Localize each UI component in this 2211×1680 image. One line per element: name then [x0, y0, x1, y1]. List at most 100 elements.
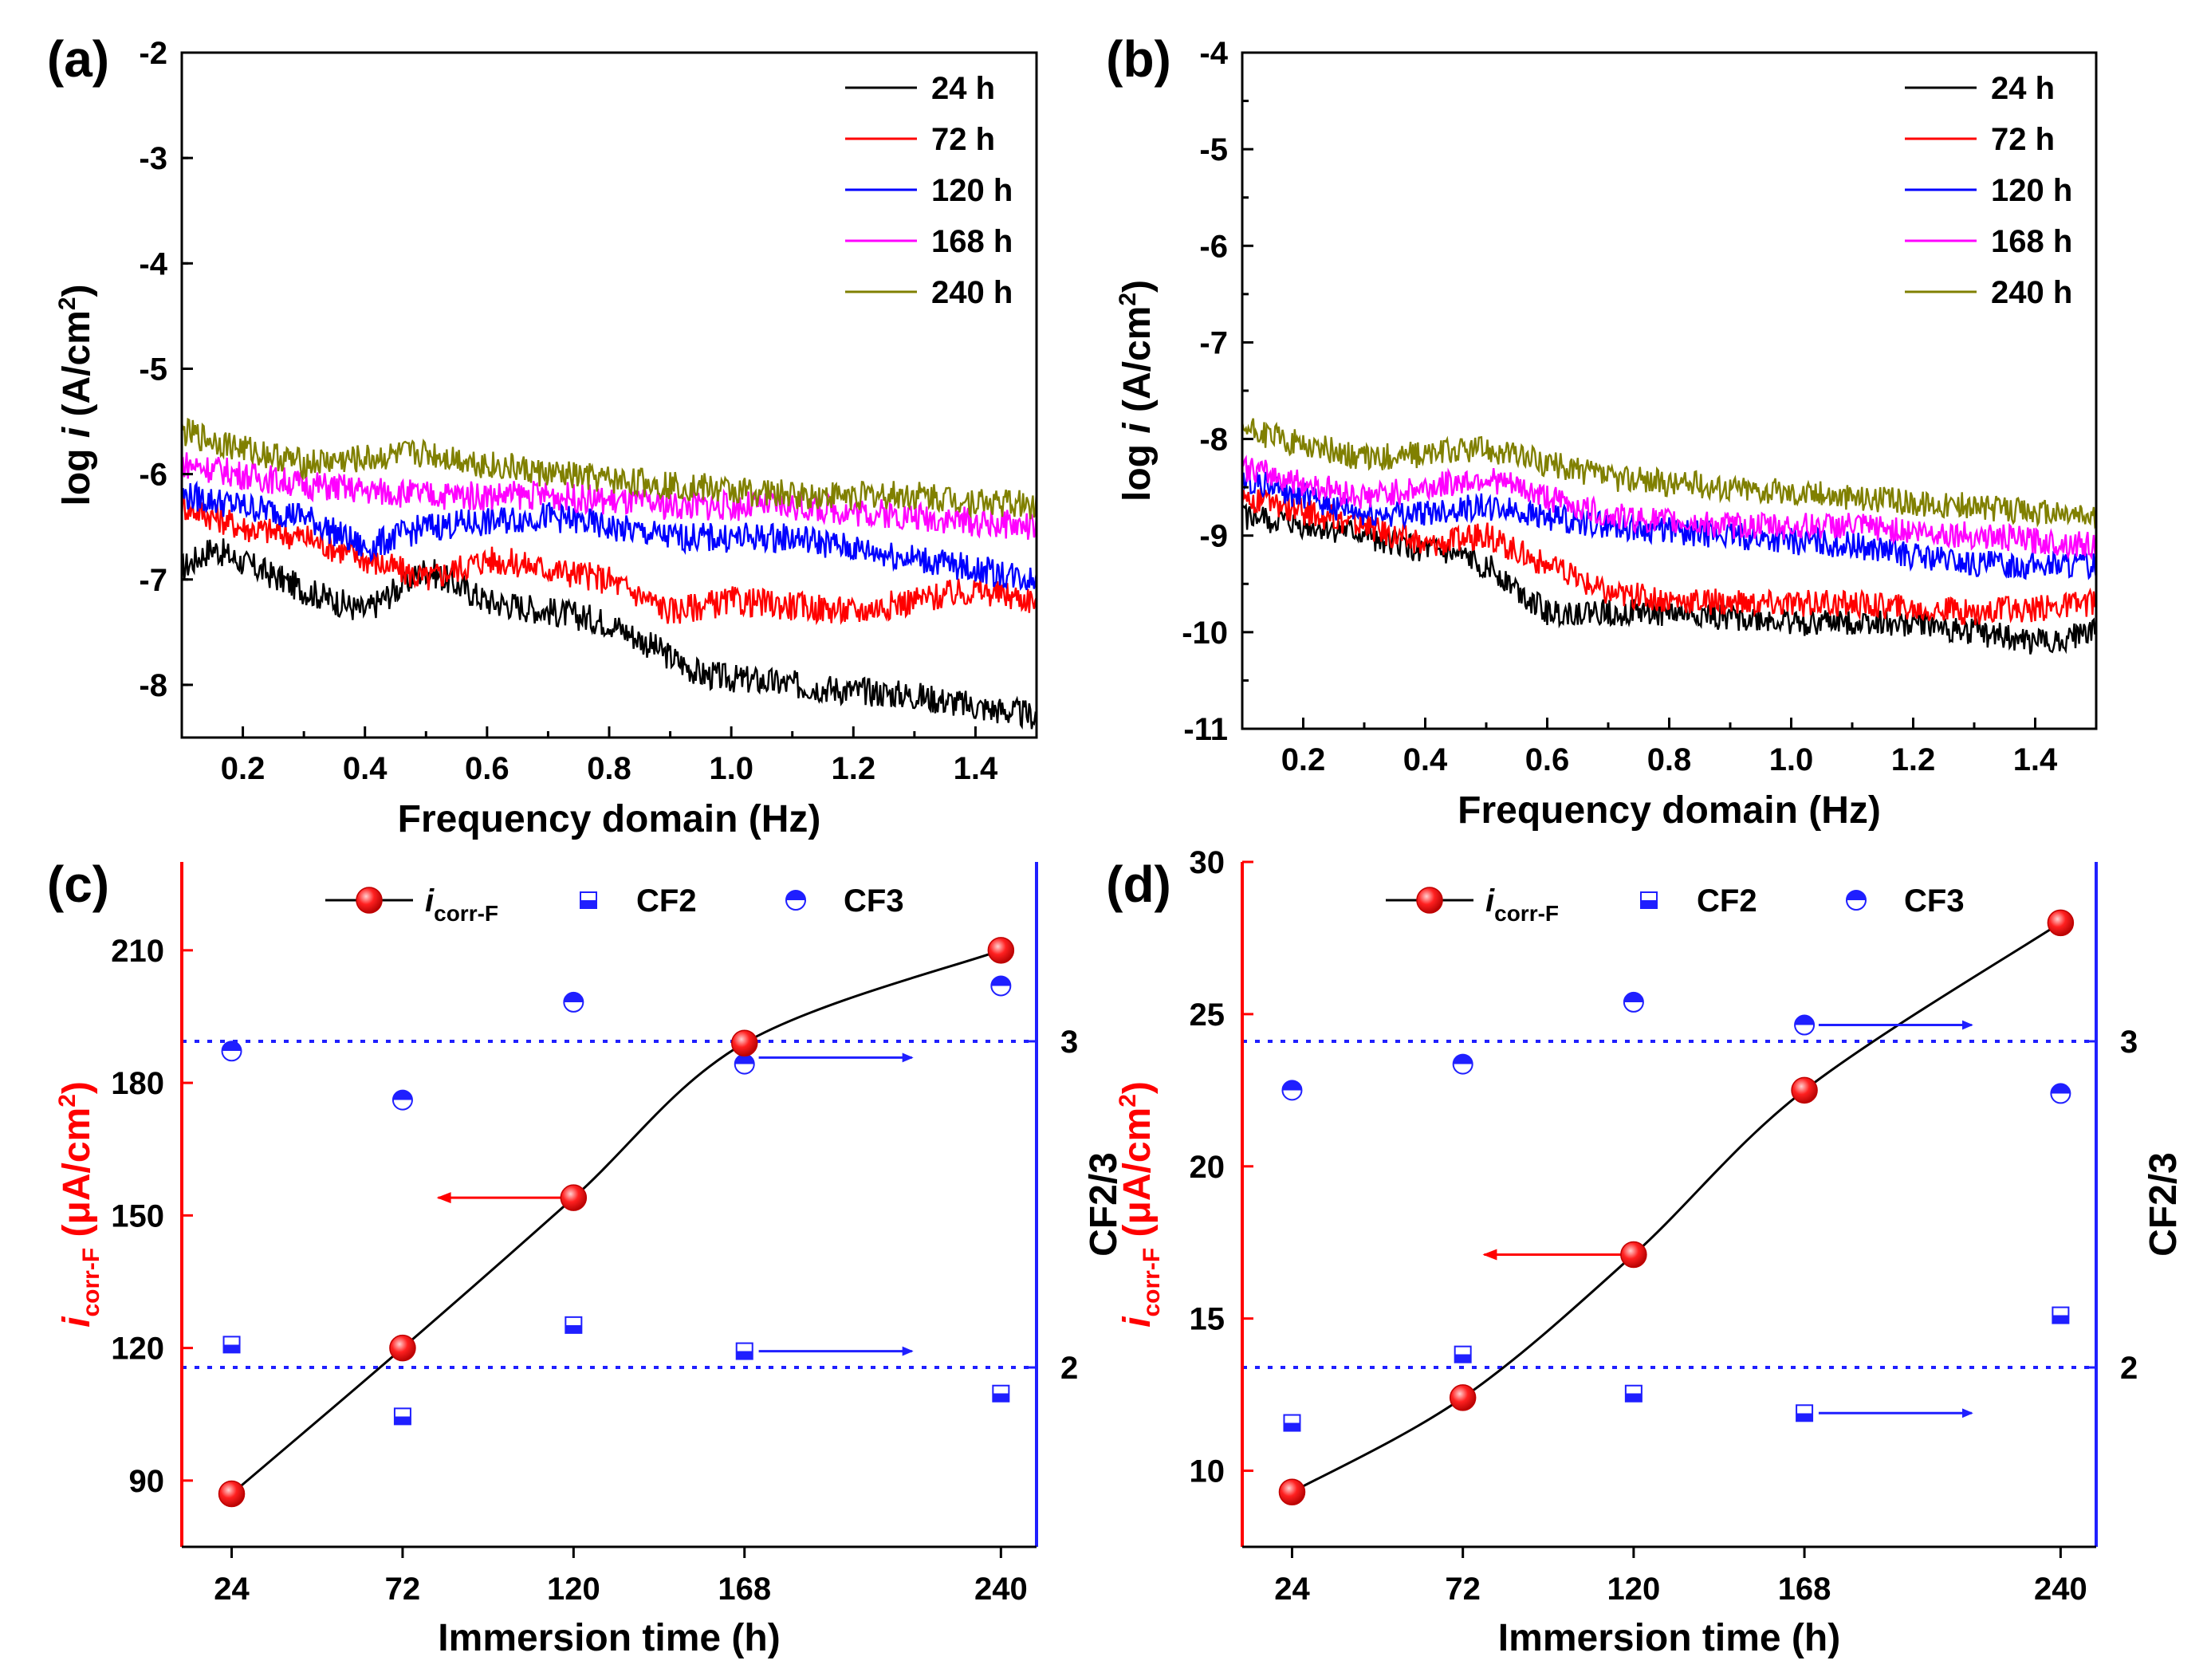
cf2-point	[735, 1342, 753, 1360]
panel-c: 24 72 120 168 240 90 120 150 180 210 2 3 Immersion t…	[47, 856, 1125, 1659]
y-tick-label: -6	[139, 458, 167, 493]
x-tick-label: 240	[2034, 1572, 2087, 1607]
x-tick-label: 0.2	[1281, 742, 1326, 777]
x-tick-label: 240	[974, 1572, 1028, 1607]
cf3-point	[221, 1041, 242, 1062]
y-axis-label-part: 2	[54, 1094, 81, 1108]
legend-entry: 240 h	[931, 275, 1013, 310]
legend-swatch-icorr	[356, 887, 383, 914]
cf2-point	[393, 1407, 411, 1426]
y2-tick-label: 3	[1060, 1025, 1078, 1060]
plot-frame	[1241, 51, 2098, 730]
x-tick-label: 0.6	[465, 751, 509, 786]
icorr-point	[2047, 909, 2075, 937]
y-tick-label: 120	[111, 1332, 164, 1367]
icorr-point	[1791, 1076, 1818, 1104]
y-axis-label-part: log	[1116, 434, 1159, 502]
legend-entry: 168 h	[931, 224, 1013, 259]
legend-entry: 120 h	[1991, 173, 2072, 208]
y-axis-label-part: (μA/cm	[1116, 1108, 1159, 1248]
y-tick-label: -7	[1199, 325, 1228, 360]
x-tick-label: 1.0	[1769, 742, 1814, 777]
x-axis-label: Frequency domain (Hz)	[1458, 789, 1881, 832]
x-tick-label: 24	[214, 1572, 250, 1607]
y-axis-label-part: i	[1116, 1316, 1159, 1328]
series-line-72h	[1241, 488, 2098, 625]
y-tick-label: -11	[1183, 712, 1228, 747]
y-tick-label: 15	[1190, 1302, 1225, 1337]
series-line-168h	[181, 452, 1038, 540]
y-tick-label: -5	[1199, 132, 1228, 167]
legend-swatch-cf3	[1846, 890, 1867, 911]
cf3-point	[990, 975, 1012, 997]
cf2-point	[222, 1336, 241, 1354]
y2-tick-label: 3	[2120, 1025, 2138, 1060]
y-axis-label-part: )	[1116, 1081, 1159, 1094]
x-tick-label: 0.8	[587, 751, 631, 786]
x-axis-label: Frequency domain (Hz)	[398, 798, 821, 840]
cf3-point	[391, 1089, 413, 1111]
y-tick-label: 180	[111, 1066, 164, 1101]
y-axis-label-part: corr-F	[78, 1248, 104, 1317]
cf2-point	[1283, 1414, 1301, 1432]
cf3-point	[1452, 1053, 1473, 1075]
x-tick-label: 1.2	[1891, 742, 1936, 777]
x-tick-label: 0.4	[1403, 742, 1448, 777]
y-axis-label-part: corr-F	[1139, 1248, 1165, 1317]
icorr-point	[1449, 1384, 1477, 1411]
legend-entry: 72 h	[1991, 122, 2055, 157]
y-axis-label-part: (μA/cm	[56, 1108, 98, 1248]
legend-sub: corr-F	[434, 901, 498, 926]
x-tick-label: 0.6	[1525, 742, 1570, 777]
legend-i: i	[425, 883, 435, 919]
x-tick-label: 72	[385, 1572, 421, 1607]
panel-b: 0.2 0.4 0.6 0.8 1.0 1.2 1.4 -4 -5 -6 -7 -8 -9 -10 -11 F…	[1106, 30, 2098, 832]
cf2-point	[2052, 1306, 2070, 1324]
y-tick-label: 20	[1190, 1150, 1225, 1185]
x-tick-label: 168	[1778, 1572, 1831, 1607]
y-axis-label-part: 2	[54, 297, 81, 310]
legend-entry-cf2: CF2	[636, 883, 697, 919]
icorr-point	[730, 1029, 758, 1056]
y-tick-label: -4	[1199, 36, 1228, 71]
y-tick-label: 30	[1190, 845, 1225, 880]
y-tick-label: 10	[1190, 1454, 1225, 1489]
panel-label: (d)	[1106, 856, 1171, 913]
panel-d: 24 72 120 168 240 10 15 20 25 30 2 3 Immersion time …	[1106, 845, 2185, 1659]
y-tick-label: 150	[111, 1198, 164, 1233]
x-tick-label: 24	[1274, 1572, 1310, 1607]
y-axis-label-part: (A/cm	[1116, 306, 1159, 423]
icorr-point	[1278, 1478, 1306, 1506]
y-axis-label: log i (A/cm2)	[1115, 280, 1159, 502]
cf2-point	[1624, 1384, 1643, 1403]
y-axis-label-part: 2	[1115, 293, 1141, 306]
legend-entry: 240 h	[1991, 275, 2072, 310]
icorr-point	[1620, 1241, 1647, 1269]
x-tick-label: 0.4	[343, 751, 388, 786]
x-tick-label: 0.2	[221, 751, 266, 786]
icorr-point	[560, 1184, 588, 1211]
legend-entry-cf2: CF2	[1697, 883, 1757, 919]
series-line-24h	[1241, 502, 2098, 655]
cf2-point	[1796, 1404, 1814, 1422]
x-axis-label: Immersion time (h)	[438, 1617, 780, 1659]
y-tick-label: 25	[1190, 997, 1225, 1033]
x-tick-label: 120	[547, 1572, 600, 1607]
y-axis-label: icorr-F (μA/cm2)	[54, 1081, 104, 1328]
x-tick-label: 0.8	[1647, 742, 1692, 777]
series-line-240h	[1241, 418, 2098, 529]
cf2-point	[1454, 1345, 1472, 1363]
series-line-72h	[180, 496, 1038, 626]
x-tick-label: 120	[1607, 1572, 1661, 1607]
icorr-point	[987, 937, 1015, 964]
y-axis-label-part: )	[56, 284, 98, 297]
legend-swatch-cf3	[785, 890, 806, 911]
legend-entry-cf3: CF3	[844, 883, 904, 919]
cf3-point	[734, 1053, 755, 1075]
panel-label: (b)	[1106, 30, 1171, 88]
y-tick-label: -3	[139, 141, 167, 176]
panel-a: 0.2 0.4 0.6 0.8 1.0 1.2 1.4 -2 -3 -4 -5 -6 -7 -8 Frequ…	[47, 30, 1038, 840]
y-axis-label-part: i	[1116, 422, 1159, 434]
y-tick-label: -5	[139, 352, 167, 387]
